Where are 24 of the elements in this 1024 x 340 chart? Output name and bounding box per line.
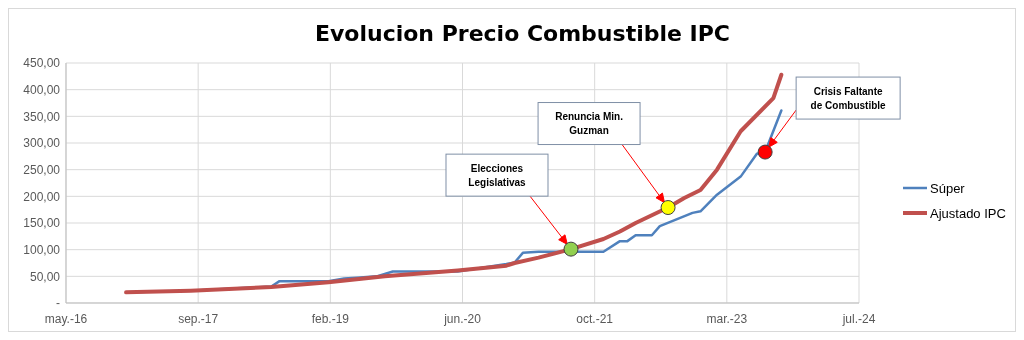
y-tick-label: 450,00 [23, 56, 61, 71]
x-tick-label: may.-16 [44, 312, 88, 326]
y-tick-label: - [56, 296, 60, 311]
y-tick-label: 200,00 [23, 189, 61, 204]
x-tick-label: jul.-24 [841, 312, 876, 326]
y-tick-label: 350,00 [23, 109, 61, 124]
y-tick-label: 250,00 [23, 162, 61, 177]
y-tick-label: 50,00 [29, 269, 61, 284]
legend-label: Súper [930, 180, 966, 196]
x-tick-label: sep.-17 [178, 312, 219, 326]
line-series [124, 72, 784, 295]
x-tick-label: oct.-21 [576, 312, 614, 326]
y-tick-label: 150,00 [23, 216, 61, 231]
chart-title: Evolucion Precio Combustible IPC [314, 21, 731, 46]
y-tick-label: 300,00 [23, 136, 61, 151]
x-tick-label: mar.-23 [706, 312, 748, 326]
x-tick-label: jun.-20 [443, 312, 482, 326]
annotation: Elecciones Legislativas [468, 162, 527, 188]
annotation: Renuncia Min. Guzman [555, 111, 624, 137]
y-tick-label: 400,00 [23, 82, 61, 97]
x-tick-label: feb.-19 [311, 312, 350, 326]
y-tick-label: 100,00 [23, 242, 61, 257]
annotation: Crisis Faltante de Combustible [810, 85, 887, 111]
legend-label: Ajustado IPC [930, 205, 1006, 221]
